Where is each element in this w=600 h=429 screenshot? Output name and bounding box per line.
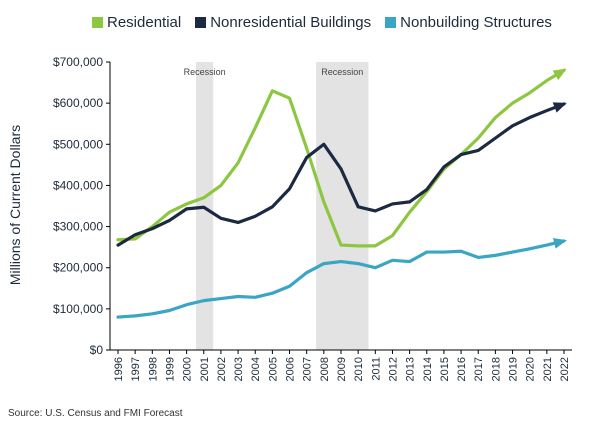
recession-label-1: Recession (184, 67, 226, 77)
x-tick-label: 2019 (508, 357, 520, 381)
x-tick-label: 2013 (405, 357, 417, 381)
x-tick-label: 2021 (542, 357, 554, 381)
x-tick-label: 1998 (147, 357, 159, 381)
x-tick-label: 2015 (439, 357, 451, 381)
y-tick-label: $400,000 (53, 178, 103, 192)
y-tick-label: $700,000 (53, 55, 103, 69)
x-tick-label: 2017 (473, 357, 485, 381)
x-tick-label: 1999 (164, 357, 176, 381)
legend-item-nonbuilding: Nonbuilding Structures (385, 14, 552, 31)
x-tick-label: 2008 (319, 357, 331, 381)
x-tick-label: 1997 (130, 357, 142, 381)
x-tick-label: 2007 (302, 357, 314, 381)
legend: Residential Nonresidential Buildings Non… (92, 14, 552, 31)
x-tick-label: 2002 (216, 357, 228, 381)
legend-label-nonbuilding: Nonbuilding Structures (400, 14, 552, 31)
series-arrowhead-residential (552, 68, 567, 81)
series-arrowhead-nonbuilding-structures (552, 237, 567, 249)
x-tick-label: 2011 (370, 357, 382, 381)
recession-label-2: Recession (321, 67, 363, 77)
x-tick-label: 2001 (199, 357, 211, 381)
x-tick-label: 2003 (233, 357, 245, 381)
legend-label-nonresidential: Nonresidential Buildings (210, 14, 372, 31)
x-tick-label: 2020 (525, 357, 537, 381)
x-tick-label: 2018 (490, 357, 502, 381)
legend-swatch-residential (92, 17, 103, 28)
x-tick-label: 2022 (559, 357, 571, 381)
x-tick-label: 2012 (387, 357, 399, 381)
y-tick-label: $500,000 (53, 137, 103, 151)
x-tick-label: 1996 (113, 357, 125, 381)
series-line-nonbuilding-structures (116, 239, 566, 319)
y-tick-label: $100,000 (53, 302, 103, 316)
series-line-nonresidential-buildings (116, 102, 566, 247)
x-tick-label: 2016 (456, 357, 468, 381)
x-tick-label: 2009 (336, 357, 348, 381)
series-arrowhead-nonresidential-buildings (552, 102, 567, 113)
x-tick-label: 2014 (422, 357, 434, 381)
legend-swatch-nonbuilding (385, 17, 397, 28)
y-tick-label: $300,000 (53, 220, 103, 234)
legend-item-residential: Residential (92, 14, 181, 31)
legend-label-residential: Residential (107, 14, 182, 31)
x-tick-label: 2010 (353, 357, 365, 381)
y-tick-label: $0 (90, 343, 104, 357)
x-tick-label: 2000 (182, 357, 194, 381)
y-tick-label: $600,000 (53, 96, 103, 110)
x-tick-label: 2005 (267, 357, 279, 381)
x-tick-label: 2006 (285, 357, 297, 381)
y-tick-label: $200,000 (53, 261, 103, 275)
source-note: Source: U.S. Census and FMI Forecast (8, 408, 183, 419)
legend-swatch-nonresidential (195, 17, 207, 28)
legend-item-nonresidential: Nonresidential Buildings (195, 14, 371, 31)
series-line-residential (116, 68, 566, 248)
x-tick-label: 2004 (250, 357, 262, 381)
